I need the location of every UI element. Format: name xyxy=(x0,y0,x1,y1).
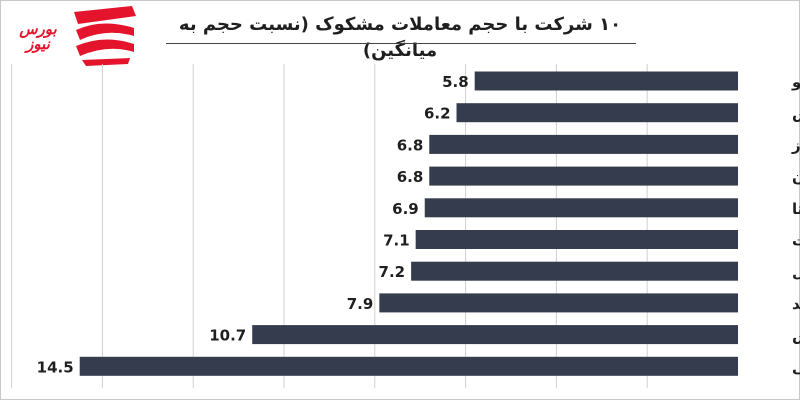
value-label: 14.5 xyxy=(37,358,74,376)
category-label: دشیمی xyxy=(792,358,800,376)
category-label: پترول xyxy=(792,263,800,282)
category-label: مداران xyxy=(792,168,800,186)
category-label: غگستا xyxy=(792,200,800,218)
value-label: 6.8 xyxy=(397,136,424,154)
bar-3 xyxy=(429,134,738,154)
category-label: البرز xyxy=(791,136,800,154)
bar-8 xyxy=(379,293,738,313)
bar-5 xyxy=(424,198,738,218)
bar-6 xyxy=(415,230,738,249)
bar-4 xyxy=(429,166,738,186)
value-label: 10.7 xyxy=(209,327,246,345)
value-label: 5.8 xyxy=(442,73,469,91)
logo: بورس نیوز xyxy=(2,2,140,68)
chart-title: ۱۰ شرکت با حجم معاملات مشکوک (نسبت حجم ب… xyxy=(178,14,622,61)
logo-text: بورس نیوز xyxy=(19,20,57,53)
value-label: 7.9 xyxy=(347,295,374,313)
value-label: 6.8 xyxy=(397,168,424,186)
logo-mark-icon xyxy=(2,2,140,68)
value-label: 7.2 xyxy=(379,263,406,281)
bar-2 xyxy=(456,103,738,123)
value-label: 6.9 xyxy=(392,200,419,218)
bar-10 xyxy=(79,356,738,376)
value-label: 7.1 xyxy=(383,232,410,250)
category-label: ملت xyxy=(792,232,800,250)
bar-1 xyxy=(474,71,738,91)
category-label: پاکشو xyxy=(791,73,800,92)
category-label: قنقش xyxy=(792,327,800,345)
category-label: ثفارس xyxy=(792,105,800,123)
bar-9 xyxy=(252,325,738,345)
category-label: وسدید xyxy=(792,295,800,313)
value-label: 6.2 xyxy=(424,105,451,123)
bar-7 xyxy=(411,261,738,281)
title-underline xyxy=(166,43,636,44)
